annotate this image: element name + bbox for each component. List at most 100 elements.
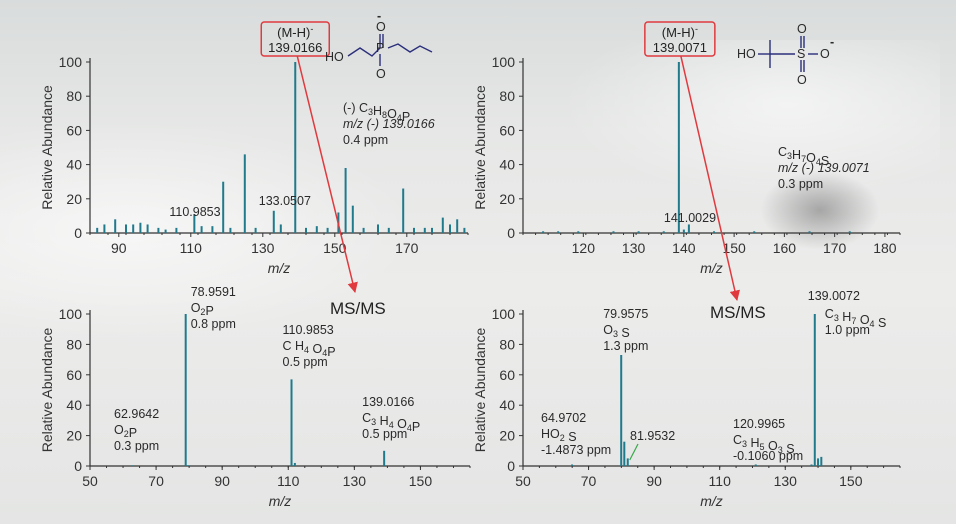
fragment-ppm: 1.3 ppm <box>603 339 648 353</box>
mz-value: m/z (-) 139.0071 <box>778 161 870 175</box>
y-tick-label: 40 <box>499 157 515 173</box>
x-tick-label: 90 <box>214 473 230 489</box>
precursor-box <box>260 21 331 57</box>
x-tick-label: 70 <box>581 473 597 489</box>
y-tick-label: 20 <box>499 191 515 207</box>
y-tick-label: 20 <box>66 428 82 444</box>
y-tick-label: 40 <box>66 157 82 173</box>
structure-charge: - <box>377 9 381 23</box>
fragment-formula: HO2 S <box>541 427 577 444</box>
structure-atom: O <box>797 73 807 87</box>
x-tick-label: 120 <box>572 240 596 256</box>
fragment-ppm: 1.0 ppm <box>825 323 870 337</box>
x-tick-label: 70 <box>148 473 164 489</box>
x-tick-label: 50 <box>515 473 531 489</box>
fragment-ppm: -0.1060 ppm <box>733 449 803 463</box>
fragment-ppm: 0.3 ppm <box>114 439 159 453</box>
fragment-mz: 139.0072 <box>808 289 860 303</box>
fragment-mz: 139.0166 <box>362 395 414 409</box>
x-tick-label: 170 <box>823 240 847 256</box>
y-tick-label: 60 <box>66 367 82 383</box>
structure-atom: HO <box>325 50 344 64</box>
y-tick-label: 80 <box>499 88 515 104</box>
y-tick-label: 60 <box>499 367 515 383</box>
fragment-ppm: 0.5 ppm <box>362 427 407 441</box>
y-tick-label: 20 <box>66 191 82 207</box>
fragment-mz: 78.9591 <box>191 285 236 299</box>
fragment-mz: 64.9702 <box>541 411 586 425</box>
fragment-mz: 81.9532 <box>630 429 675 443</box>
y-axis-title: Relative Abundance <box>39 328 55 453</box>
y-tick-label: 0 <box>74 225 82 241</box>
x-tick-label: 180 <box>873 240 897 256</box>
x-tick-label: 160 <box>773 240 797 256</box>
x-tick-label: 110 <box>277 473 300 489</box>
structure-atom: O <box>376 67 386 81</box>
fragment-ppm: 0.8 ppm <box>191 317 236 331</box>
y-tick-label: 100 <box>492 306 516 322</box>
fragment-formula: O2P <box>191 301 214 318</box>
x-tick-label: 150 <box>722 240 746 256</box>
x-axis-title: m/z <box>268 260 291 276</box>
fragment-mz: 62.9642 <box>114 407 159 421</box>
msms-title: MS/MS <box>710 303 766 322</box>
y-tick-label: 80 <box>66 88 82 104</box>
precursor-mz: 139.0166 <box>268 40 322 55</box>
molecular-structure <box>347 34 433 66</box>
x-tick-label: 130 <box>343 473 367 489</box>
structure-atom: HO <box>737 47 756 61</box>
x-tick-label: 90 <box>111 240 127 256</box>
x-tick-label: 170 <box>395 240 419 256</box>
structure-bond <box>387 43 433 53</box>
y-tick-label: 80 <box>499 336 515 352</box>
peak-label: 133.0507 <box>259 194 311 208</box>
structure-atom: S <box>797 47 805 61</box>
fragment-ppm: 0.5 ppm <box>283 355 328 369</box>
structure-bond <box>347 47 381 57</box>
ppm-error: 0.4 ppm <box>343 133 388 147</box>
fragmentation-arrow <box>680 55 740 302</box>
peak-label: 141.0029 <box>664 211 716 225</box>
y-tick-label: 60 <box>66 122 82 138</box>
y-axis-title: Relative Abundance <box>39 85 55 210</box>
structure-charge: - <box>830 35 834 49</box>
fragment-formula: O2P <box>114 423 137 440</box>
x-tick-label: 140 <box>672 240 696 256</box>
spectrum-top-right: 0 20 40 60 80 100 120 130 140 150 160 170 180 Relativ… <box>472 54 901 276</box>
fragment-ppm: -1.4873 ppm <box>541 443 611 457</box>
x-tick-label: 150 <box>323 240 347 256</box>
precursor-mz: 139.0071 <box>653 40 707 55</box>
fragmentation-arrow <box>296 55 358 294</box>
fragment-formula: C3 H4 O4P <box>362 411 420 434</box>
mz-value: m/z (-) 139.0166 <box>343 117 435 131</box>
structure-atom: O <box>376 20 386 34</box>
x-tick-label: 130 <box>622 240 646 256</box>
y-tick-label: 40 <box>499 397 515 413</box>
precursor-ion-label: (M-H)- <box>277 24 313 40</box>
peak-label: 110.9853 <box>169 205 220 219</box>
y-tick-label: 20 <box>499 428 515 444</box>
x-tick-label: 150 <box>409 473 433 489</box>
y-tick-label: 100 <box>59 306 83 322</box>
y-tick-label: 80 <box>66 336 82 352</box>
precursor-ion-label: (M-H)- <box>662 24 698 40</box>
fragment-formula: O3 S <box>603 323 630 340</box>
fragment-mz: 110.9853 <box>283 323 334 337</box>
x-tick-label: 150 <box>839 473 863 489</box>
y-axis-title: Relative Abundance <box>472 85 488 210</box>
spectrum-top-left: 0 20 40 60 80 100 90 110 130 150 170 Relative Abund… <box>39 54 469 276</box>
fragment-mz: 79.9575 <box>603 307 648 321</box>
x-tick-label: 110 <box>180 240 203 256</box>
y-tick-label: 100 <box>59 54 83 70</box>
structure-atom: P <box>376 41 384 55</box>
x-tick-label: 130 <box>774 473 798 489</box>
y-tick-label: 40 <box>66 397 82 413</box>
x-axis-title: m/z <box>269 493 292 509</box>
fragment-formula: C3 H7 O4 S <box>825 307 887 330</box>
y-tick-label: 0 <box>507 458 515 474</box>
precursor-box <box>644 21 716 57</box>
x-tick-label: 90 <box>646 473 662 489</box>
spectrum-bottom-right: 0 20 40 60 80 100 50 70 90 110 130 150 Relative Abun… <box>472 306 901 509</box>
